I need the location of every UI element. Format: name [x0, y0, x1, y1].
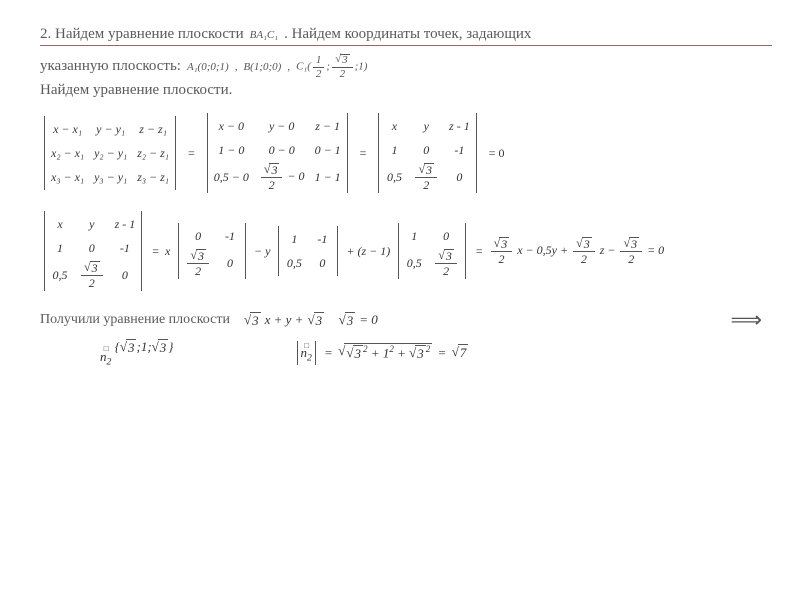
y-term: − y [254, 244, 270, 259]
eq-sign-2: = [358, 146, 369, 161]
heading-line: 2. Найдем уравнение плоскости BA₁C₁ . На… [40, 26, 772, 46]
minor-z: 10 0,5√32 [394, 223, 470, 279]
z-term: + (z − 1) [346, 244, 390, 259]
minor-y: 1-1 0,50 [274, 226, 342, 276]
determinant-equation-row: x − x₁y − y₁z − z₁ x₂ − x₁y₂ − y₁z₂ − z₁… [40, 113, 772, 193]
find-eq-line: Найдем уравнение плоскости. [40, 82, 772, 99]
point-b: B(1;0;0) [243, 61, 281, 73]
comma2: , [287, 61, 290, 73]
result-label: Получили уравнение плоскости [40, 312, 230, 328]
cofactor-expansion-row: xyz - 1 10-1 0,5√320 = x 0-1 √320 − y 1-… [40, 211, 772, 291]
points-prefix: указанную плоскость: [40, 58, 181, 75]
heading-prefix: 2. Найдем уравнение плоскости [40, 26, 244, 43]
heading-suffix: . Найдем координаты точек, задающих [284, 26, 531, 43]
normal-vector-row: □n2 {√3;1;√3} □n2 = √√32 + 12 + √32 = √7 [40, 339, 772, 366]
point-c1: C₁(12;√32;1) [296, 54, 367, 80]
x-term: x [165, 244, 170, 259]
det-symbolic: x − x₁y − y₁z − z₁ x₂ − x₁y₂ − y₁z₂ − z₁… [40, 116, 180, 190]
implies-arrow-icon: ⟹ [730, 307, 772, 333]
comma1: , [235, 61, 238, 73]
det-simplified-repeat: xyz - 1 10-1 0,5√320 [40, 211, 146, 291]
plane-equation-result: √3x + y + √3 √3 = 0 [244, 312, 378, 329]
minor-x: 0-1 √320 [174, 223, 250, 279]
normal-vector-magnitude: □n2 = √√32 + 12 + √32 = √7 [294, 341, 469, 365]
eq-zero: = 0 [487, 146, 507, 161]
det-simplified: xyz - 1 10-1 0,5√320 [374, 113, 480, 193]
result-row: Получили уравнение плоскости √3x + y + √… [40, 307, 772, 333]
normal-vector: □n2 {√3;1;√3} [100, 339, 174, 366]
points-line: указанную плоскость: A₁(0;0;1) , B(1;0;0… [40, 54, 772, 80]
det-substituted: x − 0y − 0z − 1 1 − 00 − 00 − 1 0,5 − 0√… [203, 113, 352, 193]
eq-sign: = [186, 146, 197, 161]
plane-symbol: BA₁C₁ [250, 29, 278, 41]
expansion-rhs: √32 x − 0,5y + √32 z − √32 = 0 [489, 237, 665, 265]
point-a1: A₁(0;0;1) [187, 61, 229, 73]
